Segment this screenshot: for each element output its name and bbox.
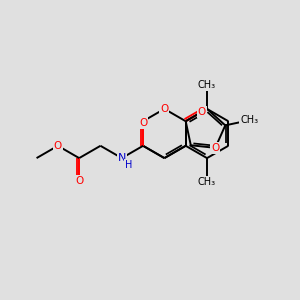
Text: O: O [75, 176, 83, 186]
Text: O: O [160, 104, 169, 114]
Text: O: O [211, 143, 219, 153]
Text: CH₃: CH₃ [198, 80, 216, 90]
Text: CH₃: CH₃ [240, 115, 258, 125]
Text: O: O [139, 118, 147, 128]
Text: CH₃: CH₃ [198, 177, 216, 187]
Text: H: H [125, 160, 132, 170]
Text: O: O [198, 107, 206, 117]
Text: O: O [54, 141, 62, 151]
Text: N: N [118, 153, 126, 163]
